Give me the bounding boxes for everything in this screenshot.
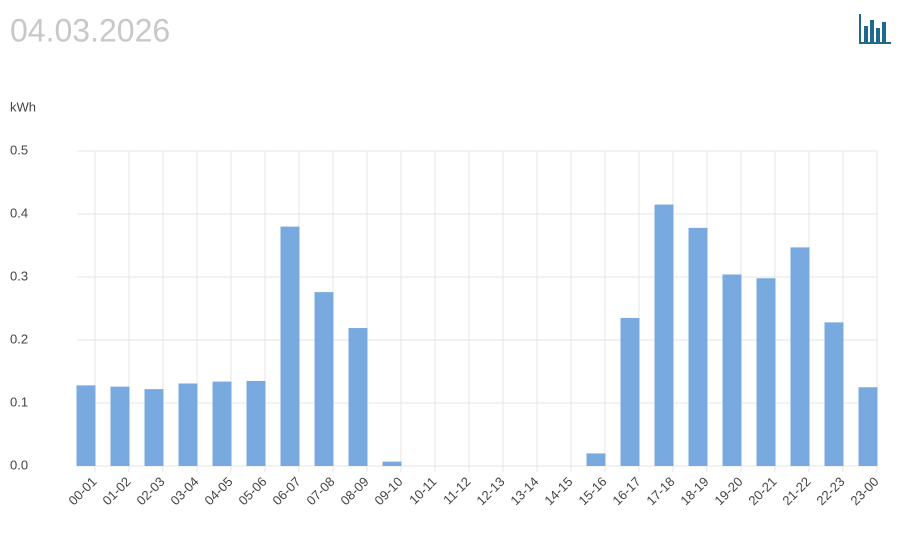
y-tick-label: 0.3 bbox=[10, 268, 28, 283]
y-tick-label: 0.0 bbox=[10, 457, 28, 472]
bar bbox=[824, 322, 844, 466]
x-tick-label: 08-09 bbox=[337, 474, 371, 508]
bar bbox=[280, 226, 300, 466]
x-tick-label: 17-18 bbox=[643, 474, 677, 508]
bar bbox=[348, 328, 368, 466]
x-tick-label: 05-06 bbox=[235, 474, 269, 508]
y-tick-label: 0.1 bbox=[10, 394, 28, 409]
x-tick-label: 16-17 bbox=[609, 474, 643, 508]
x-tick-label: 13-14 bbox=[507, 474, 541, 508]
y-tick-label: 0.2 bbox=[10, 331, 28, 346]
chart-icon[interactable] bbox=[859, 14, 891, 44]
x-tick-label: 01-02 bbox=[99, 474, 133, 508]
x-tick-label: 12-13 bbox=[473, 474, 507, 508]
bar bbox=[858, 387, 878, 466]
bar bbox=[790, 247, 810, 466]
bar bbox=[314, 292, 334, 466]
y-tick-label: 0.5 bbox=[10, 142, 28, 157]
bar bbox=[756, 278, 776, 466]
x-tick-label: 09-10 bbox=[371, 474, 405, 508]
x-tick-label: 02-03 bbox=[133, 474, 167, 508]
bar bbox=[76, 385, 96, 466]
x-tick-label: 03-04 bbox=[167, 474, 201, 508]
x-tick-label: 00-01 bbox=[65, 474, 99, 508]
bar bbox=[620, 317, 640, 466]
x-tick-label: 04-05 bbox=[201, 474, 235, 508]
x-tick-label: 10-11 bbox=[406, 474, 439, 507]
x-tick-label: 21-22 bbox=[779, 474, 813, 508]
x-tick-label: 19-20 bbox=[711, 474, 745, 508]
x-tick-label: 23-00 bbox=[847, 474, 881, 508]
bar bbox=[722, 274, 742, 466]
bar bbox=[144, 389, 164, 466]
bar bbox=[688, 227, 708, 466]
bar bbox=[586, 453, 606, 466]
x-tick-label: 15-16 bbox=[575, 474, 609, 508]
x-tick-label: 18-19 bbox=[677, 474, 711, 508]
x-tick-label: 07-08 bbox=[303, 474, 337, 508]
bar bbox=[212, 381, 232, 466]
x-tick-label: 22-23 bbox=[813, 474, 847, 508]
bar bbox=[654, 204, 674, 467]
x-tick-label: 06-07 bbox=[269, 474, 303, 508]
x-tick-label: 11-12 bbox=[440, 474, 473, 507]
y-axis-label: kWh bbox=[10, 99, 36, 114]
bar bbox=[178, 383, 198, 466]
x-tick-label: 20-21 bbox=[745, 474, 779, 508]
x-tick-label: 14-15 bbox=[541, 474, 575, 508]
bar bbox=[110, 386, 130, 466]
chart-title: 04.03.2026 bbox=[10, 12, 170, 48]
bar bbox=[246, 380, 266, 466]
bar bbox=[382, 461, 402, 466]
y-tick-label: 0.4 bbox=[10, 205, 28, 220]
